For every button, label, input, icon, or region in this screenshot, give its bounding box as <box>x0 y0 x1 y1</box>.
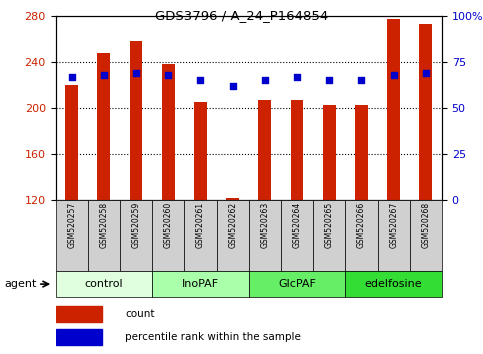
Point <box>197 78 204 83</box>
FancyBboxPatch shape <box>378 200 410 271</box>
Bar <box>194 102 207 200</box>
FancyBboxPatch shape <box>249 271 345 297</box>
Text: GDS3796 / A_24_P164854: GDS3796 / A_24_P164854 <box>155 9 328 22</box>
Point <box>357 78 365 83</box>
Text: GSM520261: GSM520261 <box>196 202 205 248</box>
FancyBboxPatch shape <box>185 200 216 271</box>
Text: control: control <box>85 279 123 289</box>
Point <box>326 78 333 83</box>
Text: percentile rank within the sample: percentile rank within the sample <box>125 332 301 342</box>
FancyBboxPatch shape <box>313 200 345 271</box>
Text: GSM520267: GSM520267 <box>389 202 398 249</box>
Text: GSM520264: GSM520264 <box>293 202 301 249</box>
Bar <box>291 100 303 200</box>
FancyBboxPatch shape <box>152 200 185 271</box>
Bar <box>419 24 432 200</box>
Bar <box>56 329 102 345</box>
FancyBboxPatch shape <box>216 200 249 271</box>
Text: GSM520265: GSM520265 <box>325 202 334 249</box>
Point <box>422 70 430 76</box>
Bar <box>387 19 400 200</box>
FancyBboxPatch shape <box>88 200 120 271</box>
Point <box>390 72 398 78</box>
FancyBboxPatch shape <box>56 200 88 271</box>
Bar <box>323 104 336 200</box>
Bar <box>98 53 110 200</box>
Point <box>293 74 301 80</box>
FancyBboxPatch shape <box>120 200 152 271</box>
Point <box>164 72 172 78</box>
Bar <box>65 85 78 200</box>
FancyBboxPatch shape <box>249 200 281 271</box>
FancyBboxPatch shape <box>152 271 249 297</box>
Point <box>229 83 237 89</box>
FancyBboxPatch shape <box>345 200 378 271</box>
Point <box>132 70 140 76</box>
Text: GSM520268: GSM520268 <box>421 202 430 248</box>
FancyBboxPatch shape <box>345 271 442 297</box>
Text: GSM520260: GSM520260 <box>164 202 173 249</box>
Text: edelfosine: edelfosine <box>365 279 423 289</box>
FancyBboxPatch shape <box>410 200 442 271</box>
Bar <box>129 41 142 200</box>
Text: GSM520266: GSM520266 <box>357 202 366 249</box>
Text: InoPAF: InoPAF <box>182 279 219 289</box>
FancyBboxPatch shape <box>56 271 152 297</box>
Text: GSM520263: GSM520263 <box>260 202 270 249</box>
Bar <box>258 100 271 200</box>
Point <box>68 74 75 80</box>
Text: GSM520258: GSM520258 <box>99 202 108 248</box>
Text: GSM520257: GSM520257 <box>67 202 76 249</box>
Text: count: count <box>125 309 155 319</box>
Bar <box>355 104 368 200</box>
Text: GlcPAF: GlcPAF <box>278 279 316 289</box>
Bar <box>162 64 175 200</box>
Bar <box>56 306 102 321</box>
FancyBboxPatch shape <box>281 200 313 271</box>
Point <box>100 72 108 78</box>
Text: GSM520259: GSM520259 <box>131 202 141 249</box>
Text: GSM520262: GSM520262 <box>228 202 237 248</box>
Text: agent: agent <box>5 279 37 289</box>
Bar <box>226 198 239 200</box>
Point <box>261 78 269 83</box>
